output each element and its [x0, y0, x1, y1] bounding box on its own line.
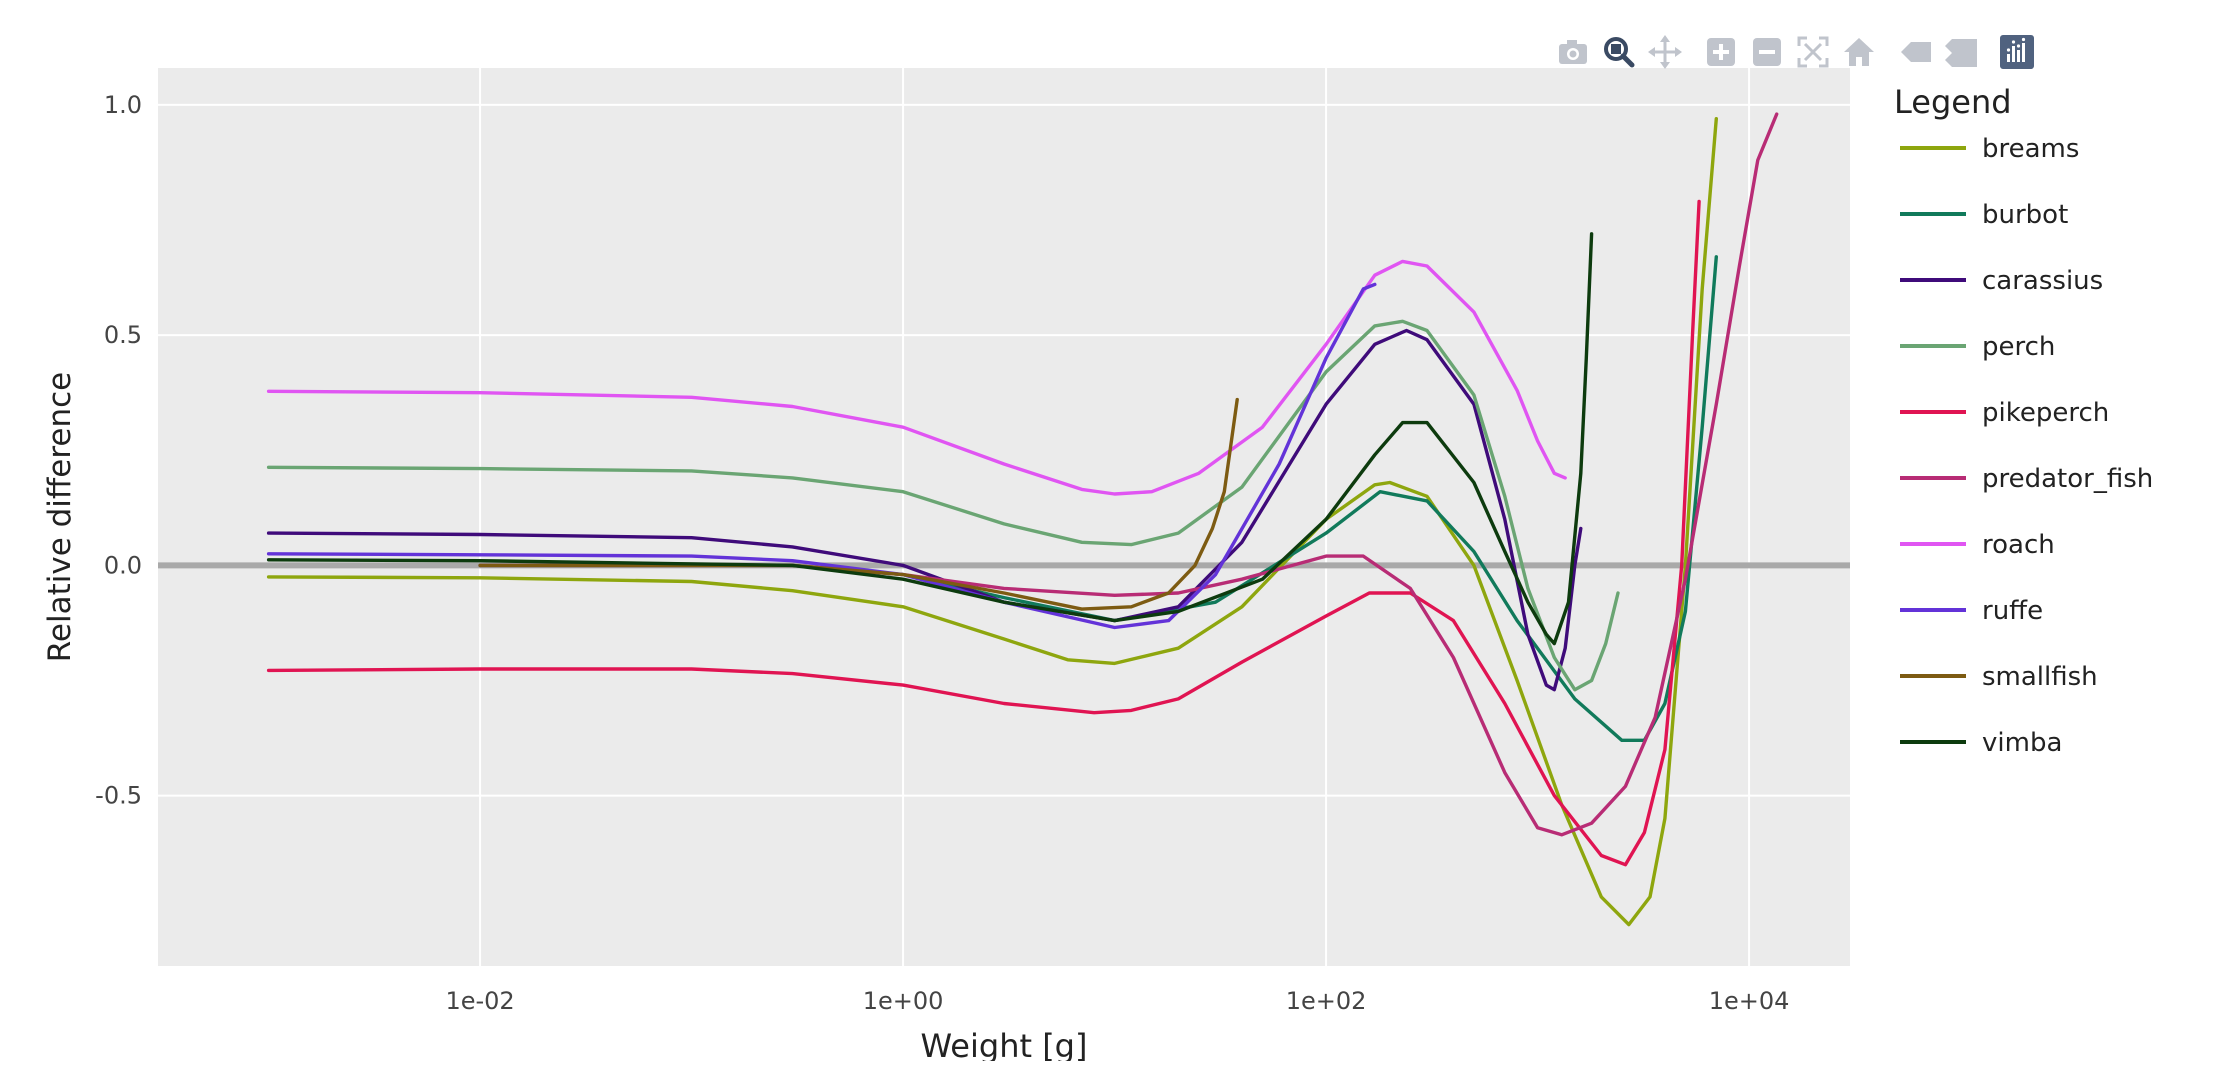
modebar [1550, 30, 2040, 74]
legend[interactable]: breams burbot carassius perch pikeperch preda… [1900, 134, 2153, 758]
autoscale-button[interactable] [1790, 30, 1836, 74]
series-line-vimba[interactable] [266, 232, 1594, 646]
zoom-in-button[interactable] [1698, 30, 1744, 74]
series-layer[interactable] [266, 112, 1779, 927]
y-tick-label: 1.0 [104, 91, 142, 119]
x-tick-label: 1e+04 [1709, 987, 1790, 1015]
zoom-out-icon [1753, 38, 1781, 66]
zoom-in-icon [1707, 38, 1735, 66]
y-tick-labels: 1.0 0.5 0.0 -0.5 [95, 91, 142, 810]
series-line-breams[interactable] [266, 117, 1718, 927]
series-line-ruffe[interactable] [266, 282, 1377, 630]
pan-button[interactable] [1642, 30, 1688, 74]
series-line-perch[interactable] [266, 319, 1620, 692]
legend-item-vimba[interactable]: vimba [1900, 728, 2062, 758]
legend-item-perch[interactable]: perch [1900, 332, 2055, 362]
legend-item-predator-fish[interactable]: predator_fish [1900, 464, 2153, 494]
x-tick-label: 1e-02 [445, 987, 514, 1015]
camera-icon [1559, 40, 1587, 64]
hover-closest-button[interactable] [1892, 30, 1938, 74]
legend-label: predator_fish [1982, 464, 2153, 494]
legend-item-burbot[interactable]: burbot [1900, 200, 2068, 230]
legend-label: pikeperch [1982, 398, 2109, 428]
autoscale-icon [1797, 36, 1829, 68]
legend-item-ruffe[interactable]: ruffe [1900, 596, 2043, 626]
series-line-pikeperch[interactable] [266, 199, 1701, 867]
reset-axes-button[interactable] [1836, 30, 1882, 74]
series-line-burbot[interactable] [478, 255, 1718, 742]
hover-compare-icon [1945, 39, 1977, 67]
legend-item-smallfish[interactable]: smallfish [1900, 662, 2098, 692]
hover-closest-icon [1901, 42, 1931, 62]
legend-label: breams [1982, 134, 2079, 164]
x-tick-labels: 1e-02 1e+00 1e+02 1e+04 [445, 987, 1789, 1015]
legend-title: Legend [1894, 83, 2012, 121]
reset-axes-icon [1844, 38, 1874, 66]
x-tick-label: 1e+00 [863, 987, 944, 1015]
zoom-out-button[interactable] [1744, 30, 1790, 74]
y-tick-label: 0.5 [104, 321, 142, 349]
x-axis-title: Weight [g] [921, 1027, 1088, 1061]
legend-label: perch [1982, 332, 2055, 362]
legend-label: vimba [1982, 728, 2062, 758]
zoom-icon [1604, 37, 1635, 68]
legend-label: roach [1982, 530, 2055, 560]
plotly-logo-icon [2000, 35, 2034, 69]
legend-item-carassius[interactable]: carassius [1900, 266, 2103, 296]
hover-compare-button[interactable] [1938, 30, 1984, 74]
series-line-smallfish[interactable] [478, 397, 1239, 611]
legend-item-roach[interactable]: roach [1900, 530, 2055, 560]
legend-label: burbot [1982, 200, 2068, 230]
legend-item-breams[interactable]: breams [1900, 134, 2079, 164]
legend-label: carassius [1982, 266, 2103, 296]
y-tick-label: -0.5 [95, 782, 142, 810]
zoom-button[interactable] [1596, 30, 1642, 74]
camera-button[interactable] [1550, 30, 1596, 74]
y-axis-title: Relative difference [42, 372, 78, 663]
pan-icon [1648, 35, 1682, 69]
plotly-logo-button[interactable] [1994, 30, 2040, 74]
legend-label: smallfish [1982, 662, 2098, 692]
legend-item-pikeperch[interactable]: pikeperch [1900, 398, 2109, 428]
series-line-carassius[interactable] [266, 328, 1583, 692]
x-tick-label: 1e+02 [1286, 987, 1367, 1015]
series-line-predator-fish[interactable] [478, 112, 1779, 837]
y-tick-label: 0.0 [104, 551, 142, 579]
legend-label: ruffe [1982, 596, 2043, 626]
plot-background [158, 68, 1850, 966]
